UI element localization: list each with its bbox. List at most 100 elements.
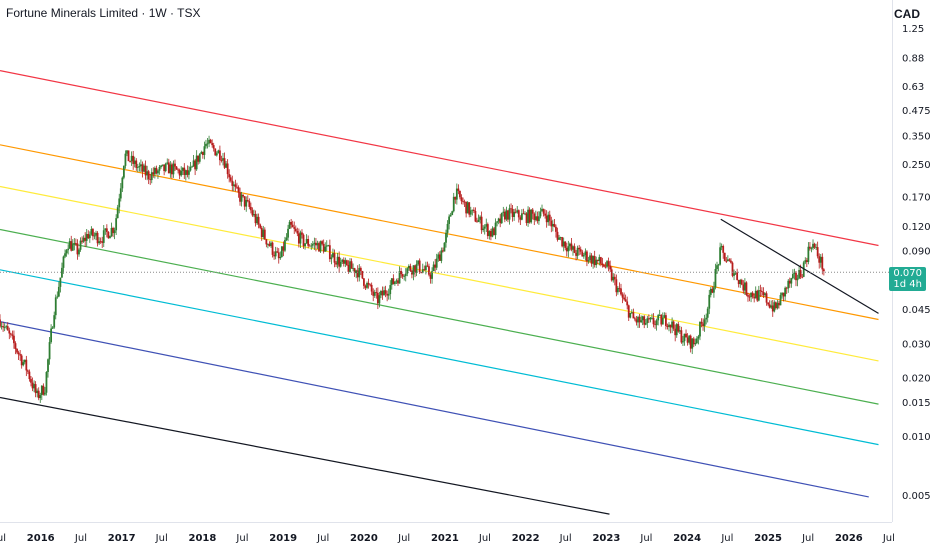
candle-body bbox=[166, 162, 169, 164]
candle-body bbox=[57, 286, 60, 297]
candle-body bbox=[342, 259, 345, 264]
candle-body bbox=[415, 264, 418, 273]
candle-body bbox=[564, 241, 567, 248]
candle-body bbox=[742, 284, 745, 291]
candle-body bbox=[494, 222, 497, 236]
candle-body bbox=[293, 227, 296, 229]
candle-body bbox=[469, 210, 472, 215]
candle-body bbox=[170, 164, 173, 175]
candle-body bbox=[11, 334, 14, 336]
candle-body bbox=[90, 228, 93, 235]
candle-body bbox=[472, 209, 475, 212]
candle-body bbox=[22, 362, 25, 366]
candle-body bbox=[73, 242, 76, 245]
candle-body bbox=[126, 150, 128, 154]
candle-body bbox=[731, 262, 734, 276]
candle-body bbox=[392, 278, 395, 285]
candle-body bbox=[517, 210, 520, 218]
candle-body bbox=[158, 166, 161, 171]
time-tick-label: Jul bbox=[0, 533, 6, 544]
price-tick-label: 0.475 bbox=[902, 106, 931, 117]
candle-body bbox=[299, 232, 302, 244]
candle-body bbox=[804, 260, 807, 263]
candle-body bbox=[335, 262, 337, 265]
candle-body bbox=[304, 243, 306, 247]
candle-body bbox=[451, 211, 454, 216]
candle-body bbox=[438, 254, 441, 261]
candle-body bbox=[524, 213, 526, 215]
candle-body bbox=[795, 272, 797, 281]
candle-body bbox=[231, 180, 234, 186]
candle-body bbox=[390, 278, 393, 286]
candle-body bbox=[237, 187, 240, 193]
candle-body bbox=[140, 164, 142, 167]
candle-body bbox=[325, 245, 328, 247]
candle-body bbox=[181, 167, 184, 171]
candle-body bbox=[486, 224, 489, 237]
candle-body bbox=[618, 287, 621, 289]
candle-body bbox=[130, 155, 133, 162]
candle-body bbox=[112, 227, 114, 234]
candle-body bbox=[44, 392, 46, 395]
candle-body bbox=[779, 295, 782, 306]
candle-body bbox=[604, 266, 607, 268]
candle-body bbox=[138, 166, 141, 168]
candle-body bbox=[674, 328, 677, 336]
candle-body bbox=[270, 242, 272, 247]
candle-body bbox=[236, 186, 238, 188]
candle-body bbox=[644, 323, 647, 325]
candle-body bbox=[759, 290, 762, 292]
candle-body bbox=[507, 210, 509, 220]
candle-body bbox=[530, 209, 533, 223]
candle-body bbox=[553, 223, 556, 227]
candle-body bbox=[297, 233, 300, 244]
candle-body bbox=[603, 265, 605, 267]
candle-body bbox=[802, 262, 805, 277]
time-tick-label: 2026 bbox=[835, 533, 863, 544]
candle-body bbox=[310, 245, 313, 247]
time-tick-label: 2024 bbox=[673, 533, 701, 544]
candle-body bbox=[359, 267, 362, 271]
candle-body bbox=[703, 319, 706, 327]
candle-body bbox=[34, 384, 37, 394]
candle-body bbox=[16, 348, 18, 353]
candle-body bbox=[274, 251, 277, 257]
candle-body bbox=[160, 165, 162, 167]
candle-body bbox=[393, 281, 396, 285]
candle-body bbox=[778, 302, 780, 306]
candle-body bbox=[13, 335, 15, 344]
candle-body bbox=[482, 228, 485, 231]
candle-body bbox=[572, 246, 574, 250]
candle-body bbox=[87, 233, 90, 239]
candle-body bbox=[649, 317, 652, 320]
candle-body bbox=[347, 265, 350, 272]
candle-body bbox=[753, 296, 756, 299]
candle-body bbox=[706, 308, 709, 318]
candle-body bbox=[113, 230, 116, 234]
candle-body bbox=[332, 253, 334, 258]
candle-body bbox=[161, 164, 164, 166]
candle-body bbox=[750, 292, 752, 298]
candle-body bbox=[620, 288, 622, 295]
price-tick-label: 0.005 bbox=[902, 491, 931, 502]
candle-body bbox=[92, 228, 94, 237]
candle-body bbox=[398, 271, 401, 284]
candle-body bbox=[479, 216, 481, 220]
candle-body bbox=[654, 324, 656, 326]
candle-body bbox=[88, 234, 91, 239]
candle-body bbox=[711, 288, 714, 293]
candle-body bbox=[9, 333, 12, 335]
candle-body bbox=[376, 292, 379, 304]
candle-body bbox=[225, 163, 227, 168]
candle-body bbox=[545, 215, 548, 223]
candle-body bbox=[188, 170, 190, 175]
candle-body bbox=[361, 270, 364, 279]
candle-body bbox=[677, 324, 680, 332]
candle-body bbox=[590, 255, 593, 264]
candle-body bbox=[285, 237, 288, 241]
candle-body bbox=[689, 335, 692, 349]
candle-body bbox=[119, 188, 122, 199]
candle-body bbox=[455, 188, 458, 200]
candle-body bbox=[370, 284, 373, 292]
